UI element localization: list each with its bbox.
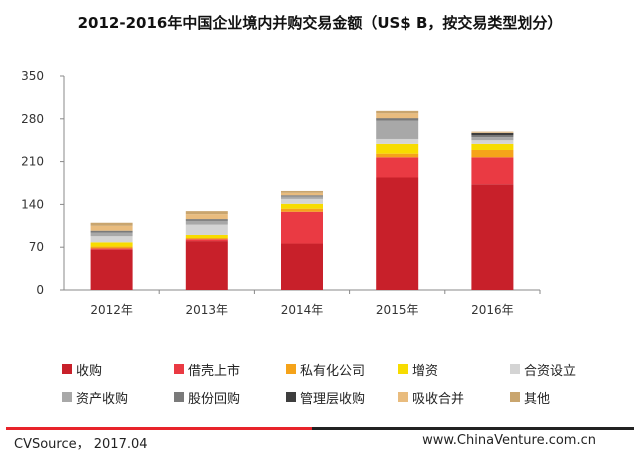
legend-item: 管理层收购 (286, 388, 398, 407)
y-tick-label: 280 (21, 112, 44, 126)
bar-segment (376, 118, 419, 121)
bar-segment (471, 132, 514, 133)
legend-label: 合资设立 (524, 363, 577, 379)
bar-segment (281, 192, 323, 196)
bar-segment (281, 190, 323, 193)
bar-segment (471, 157, 514, 185)
bar-segment (471, 135, 514, 138)
bar-segment (471, 149, 514, 158)
bar-segment (281, 196, 323, 199)
legend-label: 增资 (412, 363, 439, 379)
y-tick-label: 140 (21, 197, 44, 211)
bar-segment (90, 225, 133, 231)
legend-label: 管理层收购 (300, 391, 366, 407)
bar-segment (376, 153, 419, 158)
bar-segment (376, 177, 419, 290)
legend-swatch (398, 392, 408, 402)
bar-segment (185, 241, 228, 290)
bar-segment (185, 224, 228, 235)
legend-swatch (398, 364, 408, 374)
x-tick-label: 2013年 (186, 303, 229, 317)
legend-swatch (174, 392, 184, 402)
legend-item: 收购 (62, 360, 174, 379)
x-tick-label: 2012年 (90, 303, 133, 317)
x-tick-label: 2015年 (376, 303, 419, 317)
legend-label: 其他 (524, 391, 551, 407)
legend-item: 增资 (398, 360, 510, 379)
bar-segment (376, 113, 419, 119)
legend-label: 吸收合并 (412, 391, 465, 407)
bar-segment (185, 214, 228, 220)
bar-segment (471, 131, 514, 133)
bar-segment (90, 222, 133, 226)
legend-label: 股份回购 (188, 391, 241, 407)
bar-segment (281, 211, 323, 244)
bar-segment (376, 143, 419, 154)
bar-segment (376, 110, 419, 114)
bar-segment (471, 140, 514, 144)
bar-segment (376, 120, 419, 139)
bar-segment (471, 137, 514, 141)
bar-segment (185, 234, 228, 239)
footer-source: CVSource， 2017.04 (14, 437, 148, 452)
legend-swatch (62, 392, 72, 402)
bar-segment (90, 249, 133, 290)
bar-segment (90, 236, 133, 243)
bar-segment (376, 138, 419, 144)
legend-item: 借壳上市 (174, 360, 286, 379)
chart-title: 2012-2016年中国企业境内并购交易金额（US$ B，按交易类型划分） (77, 14, 563, 32)
bar-segment (471, 184, 514, 290)
bar-segment (281, 195, 323, 197)
bar-segment (185, 239, 228, 242)
legend-swatch (62, 364, 72, 374)
bar-segment (185, 238, 228, 240)
legend-item: 股份回购 (174, 388, 286, 407)
legend-item: 合资设立 (510, 360, 622, 379)
bar-segment (281, 203, 323, 209)
bar-segment (281, 198, 323, 204)
y-tick-label: 0 (36, 283, 44, 297)
bar-segment (281, 243, 323, 290)
x-tick-label: 2014年 (281, 303, 324, 317)
bar-segment (185, 220, 228, 225)
footer-divider-red (6, 427, 312, 430)
footer-divider-dark (312, 427, 634, 430)
legend-swatch (286, 364, 296, 374)
bar-segment (185, 211, 228, 215)
bar-segment (471, 132, 514, 136)
y-tick-label: 350 (21, 69, 44, 83)
legend-item: 私有化公司 (286, 360, 398, 379)
bar-segment (376, 118, 419, 119)
legend-label: 私有化公司 (300, 363, 366, 379)
bar-segment (90, 230, 133, 233)
legend-label: 收购 (76, 363, 103, 379)
legend-item: 吸收合并 (398, 388, 510, 407)
legend-item: 其他 (510, 388, 622, 407)
bar-segment (185, 219, 228, 221)
bar-segment (376, 157, 419, 178)
legend-label: 借壳上市 (188, 363, 241, 379)
bar-segment (471, 143, 514, 150)
bar-segment (281, 208, 323, 212)
legend-item: 资产收购 (62, 388, 174, 407)
legend-swatch (510, 364, 520, 374)
stacked-bar-chart: 0 70 140 210 280 350 2012年 2013年 2014年 2015年 2016年 (21, 69, 541, 317)
legend-swatch (174, 364, 184, 374)
bar-segment (90, 246, 133, 249)
chart-legend: 收购 借壳上市 私有化公司 增资 合资设立资产收购 股份回购 管理层收购 吸收合并 其他 (62, 360, 622, 407)
legend-swatch (510, 392, 520, 402)
bar-segment (90, 242, 133, 247)
bar-segment (90, 232, 133, 237)
legend-swatch (286, 392, 296, 402)
y-tick-label: 70 (29, 240, 44, 254)
legend-label: 资产收购 (76, 391, 129, 407)
y-tick-label: 210 (21, 155, 44, 169)
footer-website: www.ChinaVenture.com.cn (422, 433, 596, 448)
bar-segment (90, 248, 133, 250)
x-tick-label: 2016年 (471, 303, 514, 317)
